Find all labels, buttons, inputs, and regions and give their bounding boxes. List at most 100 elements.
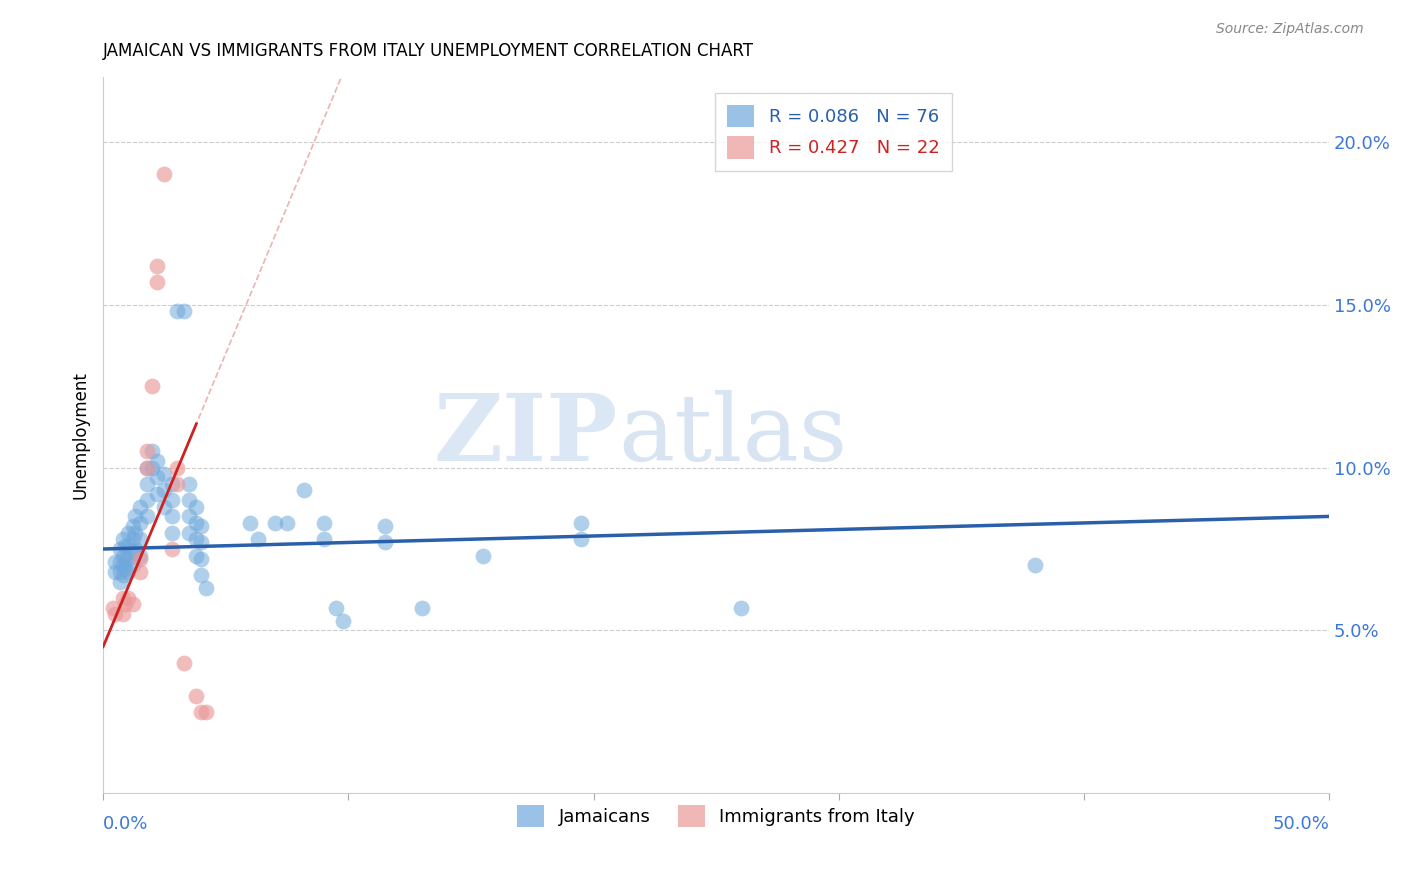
Point [173,656,195,670]
Point [177,476,200,491]
Point [114,539,136,553]
Point [129,516,152,530]
Point [146,454,169,468]
Point [146,275,169,289]
Point [129,500,152,514]
Point [117,539,139,553]
Point [186,500,208,514]
Point [190,705,212,719]
Point [374,535,396,549]
Text: Source: ZipAtlas.com: Source: ZipAtlas.com [1216,22,1364,37]
Point [160,509,183,524]
Point [166,476,188,491]
Point [104,565,127,579]
Point [136,493,159,508]
Point [124,541,146,556]
Point [141,444,163,458]
Point [121,533,143,547]
Point [146,486,169,500]
Point [195,581,218,595]
Point [160,525,183,540]
Point [111,549,134,563]
Point [186,516,208,530]
Point [186,689,208,703]
Point [121,558,143,573]
Text: 0.0%: 0.0% [103,815,149,833]
Point [472,549,495,563]
Point [246,533,269,547]
Point [136,509,159,524]
Point [111,591,134,605]
Text: ZIP: ZIP [434,390,619,480]
Point [104,607,127,622]
Point [129,551,152,566]
Point [117,525,139,540]
Point [190,519,212,533]
Point [292,483,315,498]
Point [190,535,212,549]
Point [111,568,134,582]
Point [136,460,159,475]
Point [569,516,592,530]
Point [121,519,143,533]
Point [136,476,159,491]
Legend: Jamaicans, Immigrants from Italy: Jamaicans, Immigrants from Italy [510,798,922,835]
Point [121,598,143,612]
Point [129,549,152,563]
Point [136,460,159,475]
Point [160,493,183,508]
Point [110,555,132,569]
Point [160,476,183,491]
Point [129,533,152,547]
Point [111,533,134,547]
Point [312,516,335,530]
Point [173,304,195,318]
Point [110,574,132,589]
Point [117,591,139,605]
Point [153,467,176,481]
Point [166,304,188,318]
Point [146,470,169,484]
Point [312,533,335,547]
Point [166,460,188,475]
Point [117,551,139,566]
Point [117,565,139,579]
Point [110,565,132,579]
Point [239,516,262,530]
Point [114,551,136,566]
Point [332,614,354,628]
Text: 50.0%: 50.0% [1272,815,1329,833]
Point [104,555,127,569]
Point [129,565,152,579]
Point [195,705,218,719]
Point [124,525,146,540]
Point [569,533,592,547]
Text: atlas: atlas [619,390,848,480]
Point [160,541,183,556]
Point [263,516,285,530]
Point [190,568,212,582]
Point [177,493,200,508]
Point [411,600,433,615]
Point [190,551,212,566]
Point [114,561,136,575]
Point [153,500,176,514]
Point [177,509,200,524]
Point [111,558,134,573]
Point [374,519,396,533]
Point [110,541,132,556]
Point [146,259,169,273]
Point [111,607,134,622]
Point [186,533,208,547]
Point [141,379,163,393]
Point [730,600,752,615]
Point [1024,558,1046,573]
Point [121,545,143,559]
Y-axis label: Unemployment: Unemployment [72,371,89,499]
Point [114,598,136,612]
Point [101,600,124,615]
Point [136,444,159,458]
Text: JAMAICAN VS IMMIGRANTS FROM ITALY UNEMPLOYMENT CORRELATION CHART: JAMAICAN VS IMMIGRANTS FROM ITALY UNEMPL… [103,42,754,60]
Point [141,460,163,475]
Point [124,509,146,524]
